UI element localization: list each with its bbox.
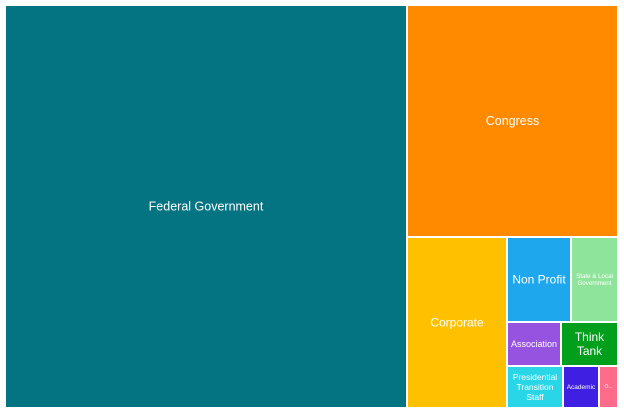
tile-rect-state-and-local-government[interactable] <box>572 238 617 321</box>
tile-non-profit[interactable]: Non Profit <box>508 238 570 321</box>
tile-corporate[interactable]: Corporate <box>408 238 506 407</box>
tile-association[interactable]: Association <box>508 323 560 365</box>
tile-congress[interactable]: Congress <box>408 6 617 236</box>
tile-rect-corporate[interactable] <box>408 238 506 407</box>
tile-rect-academic[interactable] <box>564 367 598 407</box>
tile-rect-think-tank[interactable] <box>562 323 617 365</box>
tile-federal-government[interactable]: Federal Government <box>6 6 406 407</box>
tile-o[interactable]: O... <box>600 367 617 407</box>
tile-rect-non-profit[interactable] <box>508 238 570 321</box>
tile-state-and-local-government[interactable]: State & Local Government <box>572 238 617 321</box>
tile-rect-congress[interactable] <box>408 6 617 236</box>
tile-rect-presidential-transition-staff[interactable] <box>508 367 562 407</box>
tile-rect-o[interactable] <box>600 367 617 407</box>
tile-think-tank[interactable]: Think Tank <box>562 323 617 365</box>
tile-rect-federal-government[interactable] <box>6 6 406 407</box>
tile-presidential-transition-staff[interactable]: Presidential Transition Staff <box>508 367 562 407</box>
tile-academic[interactable]: Academic <box>564 367 598 407</box>
tile-rect-association[interactable] <box>508 323 560 365</box>
